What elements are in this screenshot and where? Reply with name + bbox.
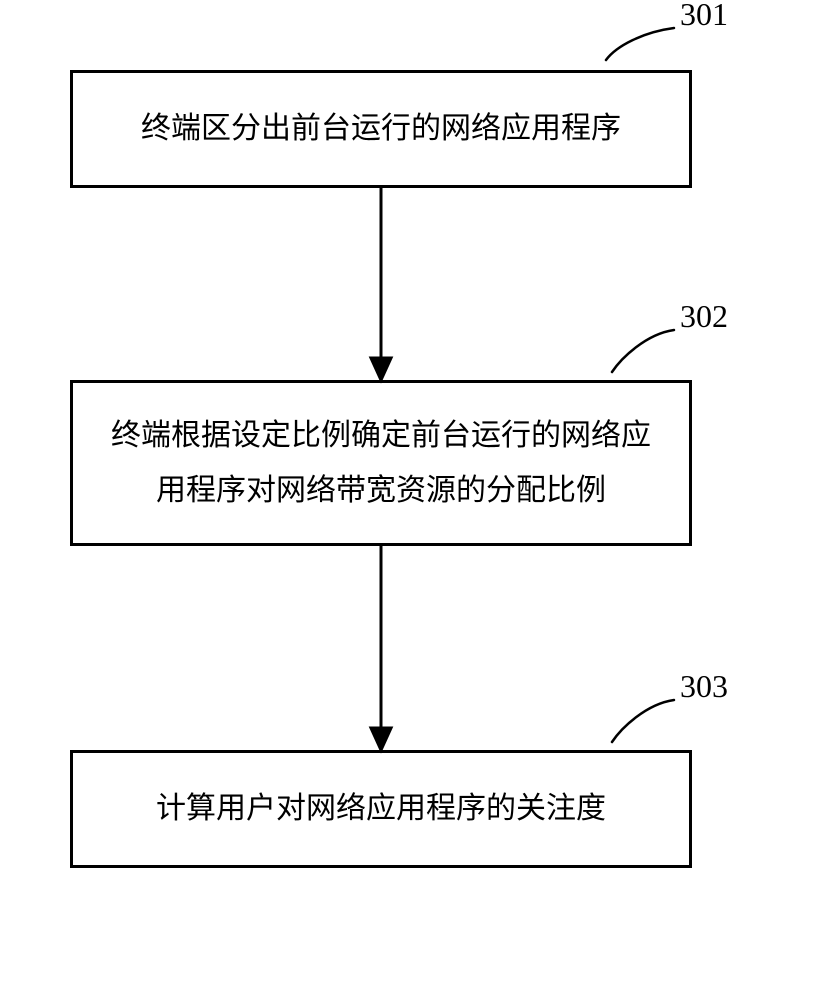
flowchart-node-301: 终端区分出前台运行的网络应用程序 (70, 70, 692, 188)
callout-label-302: 302 (680, 298, 728, 335)
node-text: 终端区分出前台运行的网络应用程序 (141, 101, 621, 157)
flowchart-node-302: 终端根据设定比例确定前台运行的网络应用程序对网络带宽资源的分配比例 (70, 380, 692, 546)
flowchart-canvas: 终端区分出前台运行的网络应用程序 301 终端根据设定比例确定前台运行的网络应用… (0, 0, 819, 1000)
node-text: 终端根据设定比例确定前台运行的网络应用程序对网络带宽资源的分配比例 (101, 408, 661, 519)
callout-label-301: 301 (680, 0, 728, 33)
node-text: 计算用户对网络应用程序的关注度 (156, 781, 606, 837)
flowchart-node-303: 计算用户对网络应用程序的关注度 (70, 750, 692, 868)
callout-label-303: 303 (680, 668, 728, 705)
